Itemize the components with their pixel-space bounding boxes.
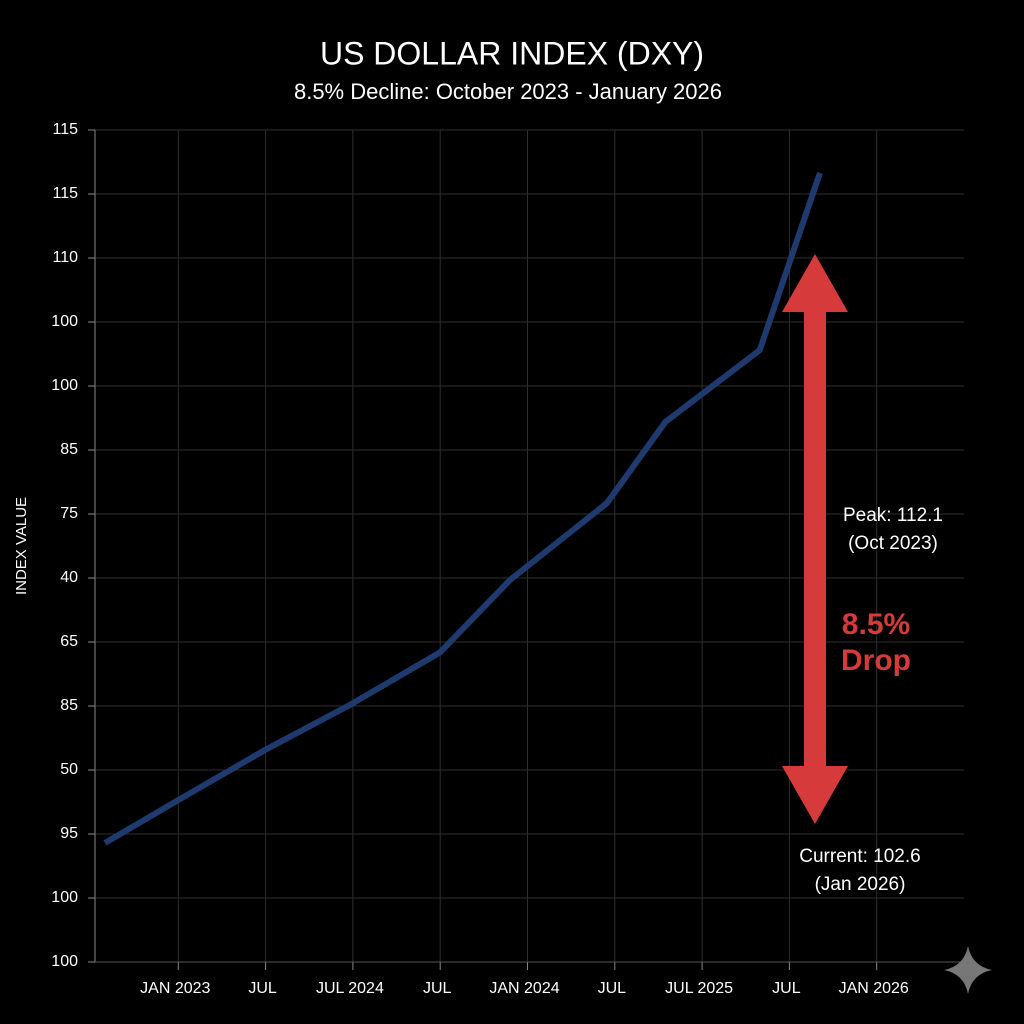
annotation: Drop: [841, 644, 911, 677]
y-tick-label: 115: [52, 121, 78, 138]
y-tick-label: 85: [60, 697, 78, 714]
sparkle-icon: [944, 946, 992, 994]
arrow-head-up: [782, 254, 848, 312]
y-tick-label: 75: [60, 505, 78, 522]
annotation: (Jan 2026): [815, 874, 906, 895]
x-tick-label: JAN 2024: [489, 980, 559, 997]
y-axis-label: INDEX VALUE: [13, 497, 30, 595]
y-tick-label: 100: [51, 313, 78, 330]
y-tick-label: 100: [51, 953, 78, 970]
drop-arrow: [782, 254, 848, 824]
annotation: Peak: 112.1: [843, 505, 943, 526]
y-tick-label: 85: [60, 441, 78, 458]
x-tick-label: JUL: [772, 980, 801, 997]
x-tick-label: JUL 2025: [665, 980, 733, 997]
x-tick-label: JUL: [248, 980, 277, 997]
plot: 100 100 95 50 85 65 40 75 85 100 100 110 115 115 JAN 2…: [51, 121, 964, 997]
y-tick-label: 95: [60, 825, 78, 842]
arrow-head-down: [782, 766, 848, 824]
data-line: [103, 171, 823, 846]
annotation: (Oct 2023): [848, 533, 938, 554]
y-tick-label: 100: [51, 377, 78, 394]
x-tick-label: JUL: [598, 980, 627, 997]
annotation: Current: 102.6: [799, 846, 920, 867]
chart-title: US DOLLAR INDEX (DXY): [320, 35, 704, 71]
y-tick-label: 50: [60, 761, 78, 778]
x-tick-label: JAN 2026: [839, 980, 909, 997]
chart-subtitle: 8.5% Decline: October 2023 - January 202…: [294, 79, 722, 104]
x-tick-label: JUL: [423, 980, 452, 997]
arrow-shaft: [804, 310, 826, 770]
x-tick-label: JUL 2024: [316, 980, 384, 997]
x-tick-label: JAN 2023: [140, 980, 210, 997]
y-tick-label: 65: [60, 633, 78, 650]
y-tick-label: 110: [52, 249, 78, 266]
y-tick-label: 100: [51, 889, 78, 906]
annotation: 8.5%: [842, 608, 910, 641]
y-tick-label: 115: [52, 185, 78, 202]
y-tick-label: 40: [60, 569, 78, 586]
